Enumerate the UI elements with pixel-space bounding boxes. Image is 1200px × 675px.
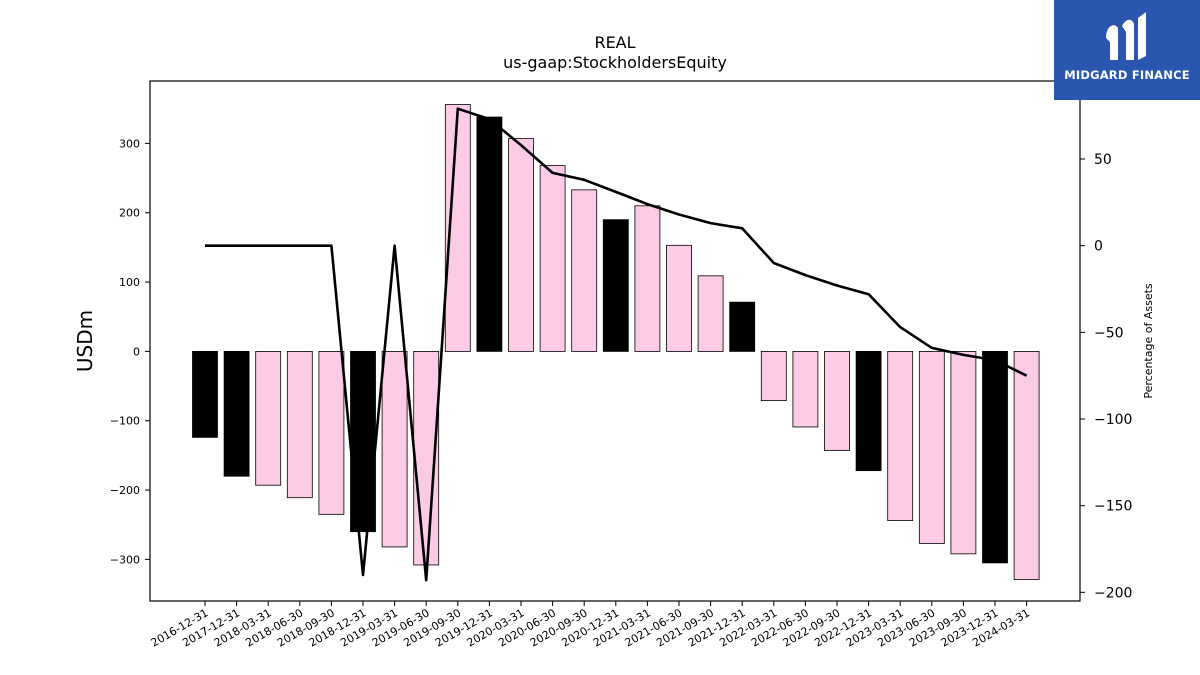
bar	[1013, 350, 1040, 580]
bar	[824, 350, 850, 451]
y2-axis-label: Percentage of Assets	[1142, 283, 1155, 399]
bar	[950, 350, 977, 555]
percentage-line	[205, 107, 1028, 582]
bar	[918, 350, 945, 544]
y-tick-label: 0	[133, 345, 140, 358]
bar	[792, 350, 819, 428]
line-group	[205, 107, 1028, 582]
bar	[255, 350, 282, 486]
bar	[729, 301, 756, 352]
bar	[697, 275, 724, 352]
bar	[350, 350, 376, 533]
bar	[571, 189, 598, 352]
bar	[982, 350, 1008, 564]
logo-mark-icon	[1106, 12, 1146, 60]
bar	[381, 350, 408, 548]
y-tick-label: 200	[119, 207, 140, 220]
bar	[666, 244, 692, 352]
bar	[286, 350, 313, 499]
chart-subtitle: us-gaap:StockholdersEquity	[503, 53, 727, 72]
chart-title: REAL	[594, 33, 635, 52]
y-axis-label: USDm	[73, 310, 97, 372]
y2-tick-label: −100	[1094, 412, 1132, 428]
bar	[855, 350, 882, 472]
bars-group	[192, 104, 1040, 580]
bar	[887, 350, 914, 521]
y-tick-label: −100	[110, 415, 140, 428]
y2-tick-label: −50	[1094, 325, 1124, 341]
bar	[602, 219, 629, 352]
y-tick-label: −300	[110, 553, 140, 566]
y-tick-label: 300	[119, 137, 140, 150]
bar	[539, 165, 566, 352]
brand-logo: MIDGARD FINANCE	[1054, 0, 1200, 100]
bar	[318, 350, 345, 515]
bar	[476, 116, 503, 352]
bar	[760, 350, 787, 402]
y2-tick-label: −150	[1094, 499, 1132, 515]
bar	[508, 138, 534, 352]
bar	[223, 350, 250, 477]
bar	[192, 350, 218, 438]
y-tick-label: −200	[110, 484, 140, 497]
bar	[634, 205, 661, 352]
plot-frame	[149, 80, 1081, 602]
brand-name: MIDGARD FINANCE	[1064, 68, 1190, 82]
y2-tick-label: −200	[1094, 585, 1132, 601]
y2-tick-label: 0	[1094, 239, 1103, 255]
y2-tick-label: 50	[1094, 152, 1112, 168]
y-tick-label: 100	[119, 276, 140, 289]
